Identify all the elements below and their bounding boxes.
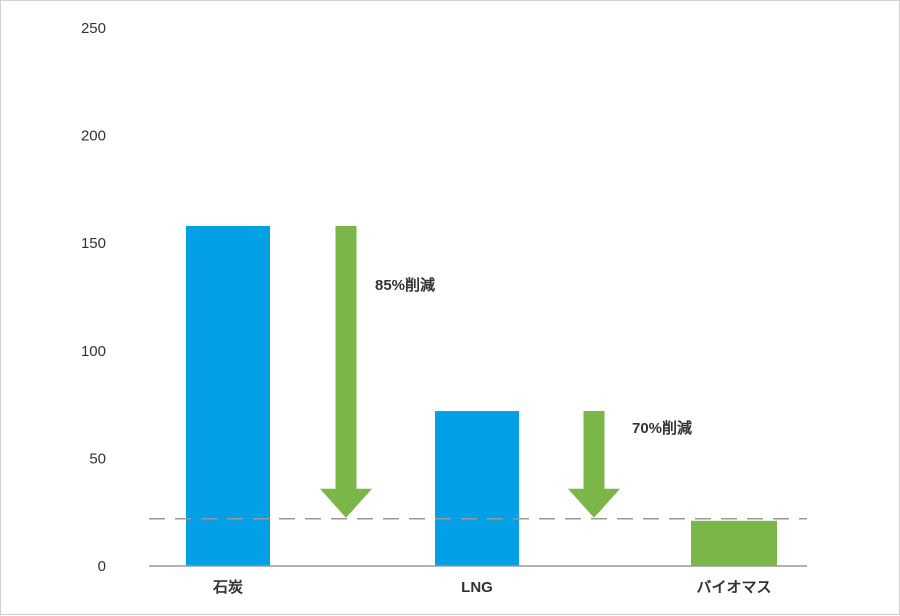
x-category-label: 石炭 <box>212 578 243 596</box>
bar-2 <box>691 520 777 566</box>
x-category-label: バイオマス <box>696 579 771 596</box>
y-tick-label: 250 <box>81 20 106 37</box>
y-tick-label: 50 <box>89 450 106 467</box>
reduction-arrows <box>320 225 620 518</box>
y-tick-label: 200 <box>81 128 106 145</box>
y-axis-ticks: 0 50 100 150 200 250 <box>81 20 106 575</box>
x-axis-labels: 石炭 LNG バイオマス <box>212 578 772 596</box>
x-category-label: LNG <box>461 579 493 596</box>
bar-0 <box>186 225 270 566</box>
bar-1 <box>435 411 519 566</box>
y-tick-label: 0 <box>98 558 106 575</box>
annotations: 85%削減 70%削減 <box>375 276 692 437</box>
y-tick-label: 100 <box>81 343 106 360</box>
reduction-label: 85%削減 <box>375 276 435 294</box>
bars <box>186 225 777 566</box>
reduction-arrow-0 <box>320 225 372 518</box>
y-tick-label: 150 <box>81 235 106 252</box>
reduction-arrow-1 <box>568 411 620 518</box>
reduction-label: 70%削減 <box>632 419 692 437</box>
